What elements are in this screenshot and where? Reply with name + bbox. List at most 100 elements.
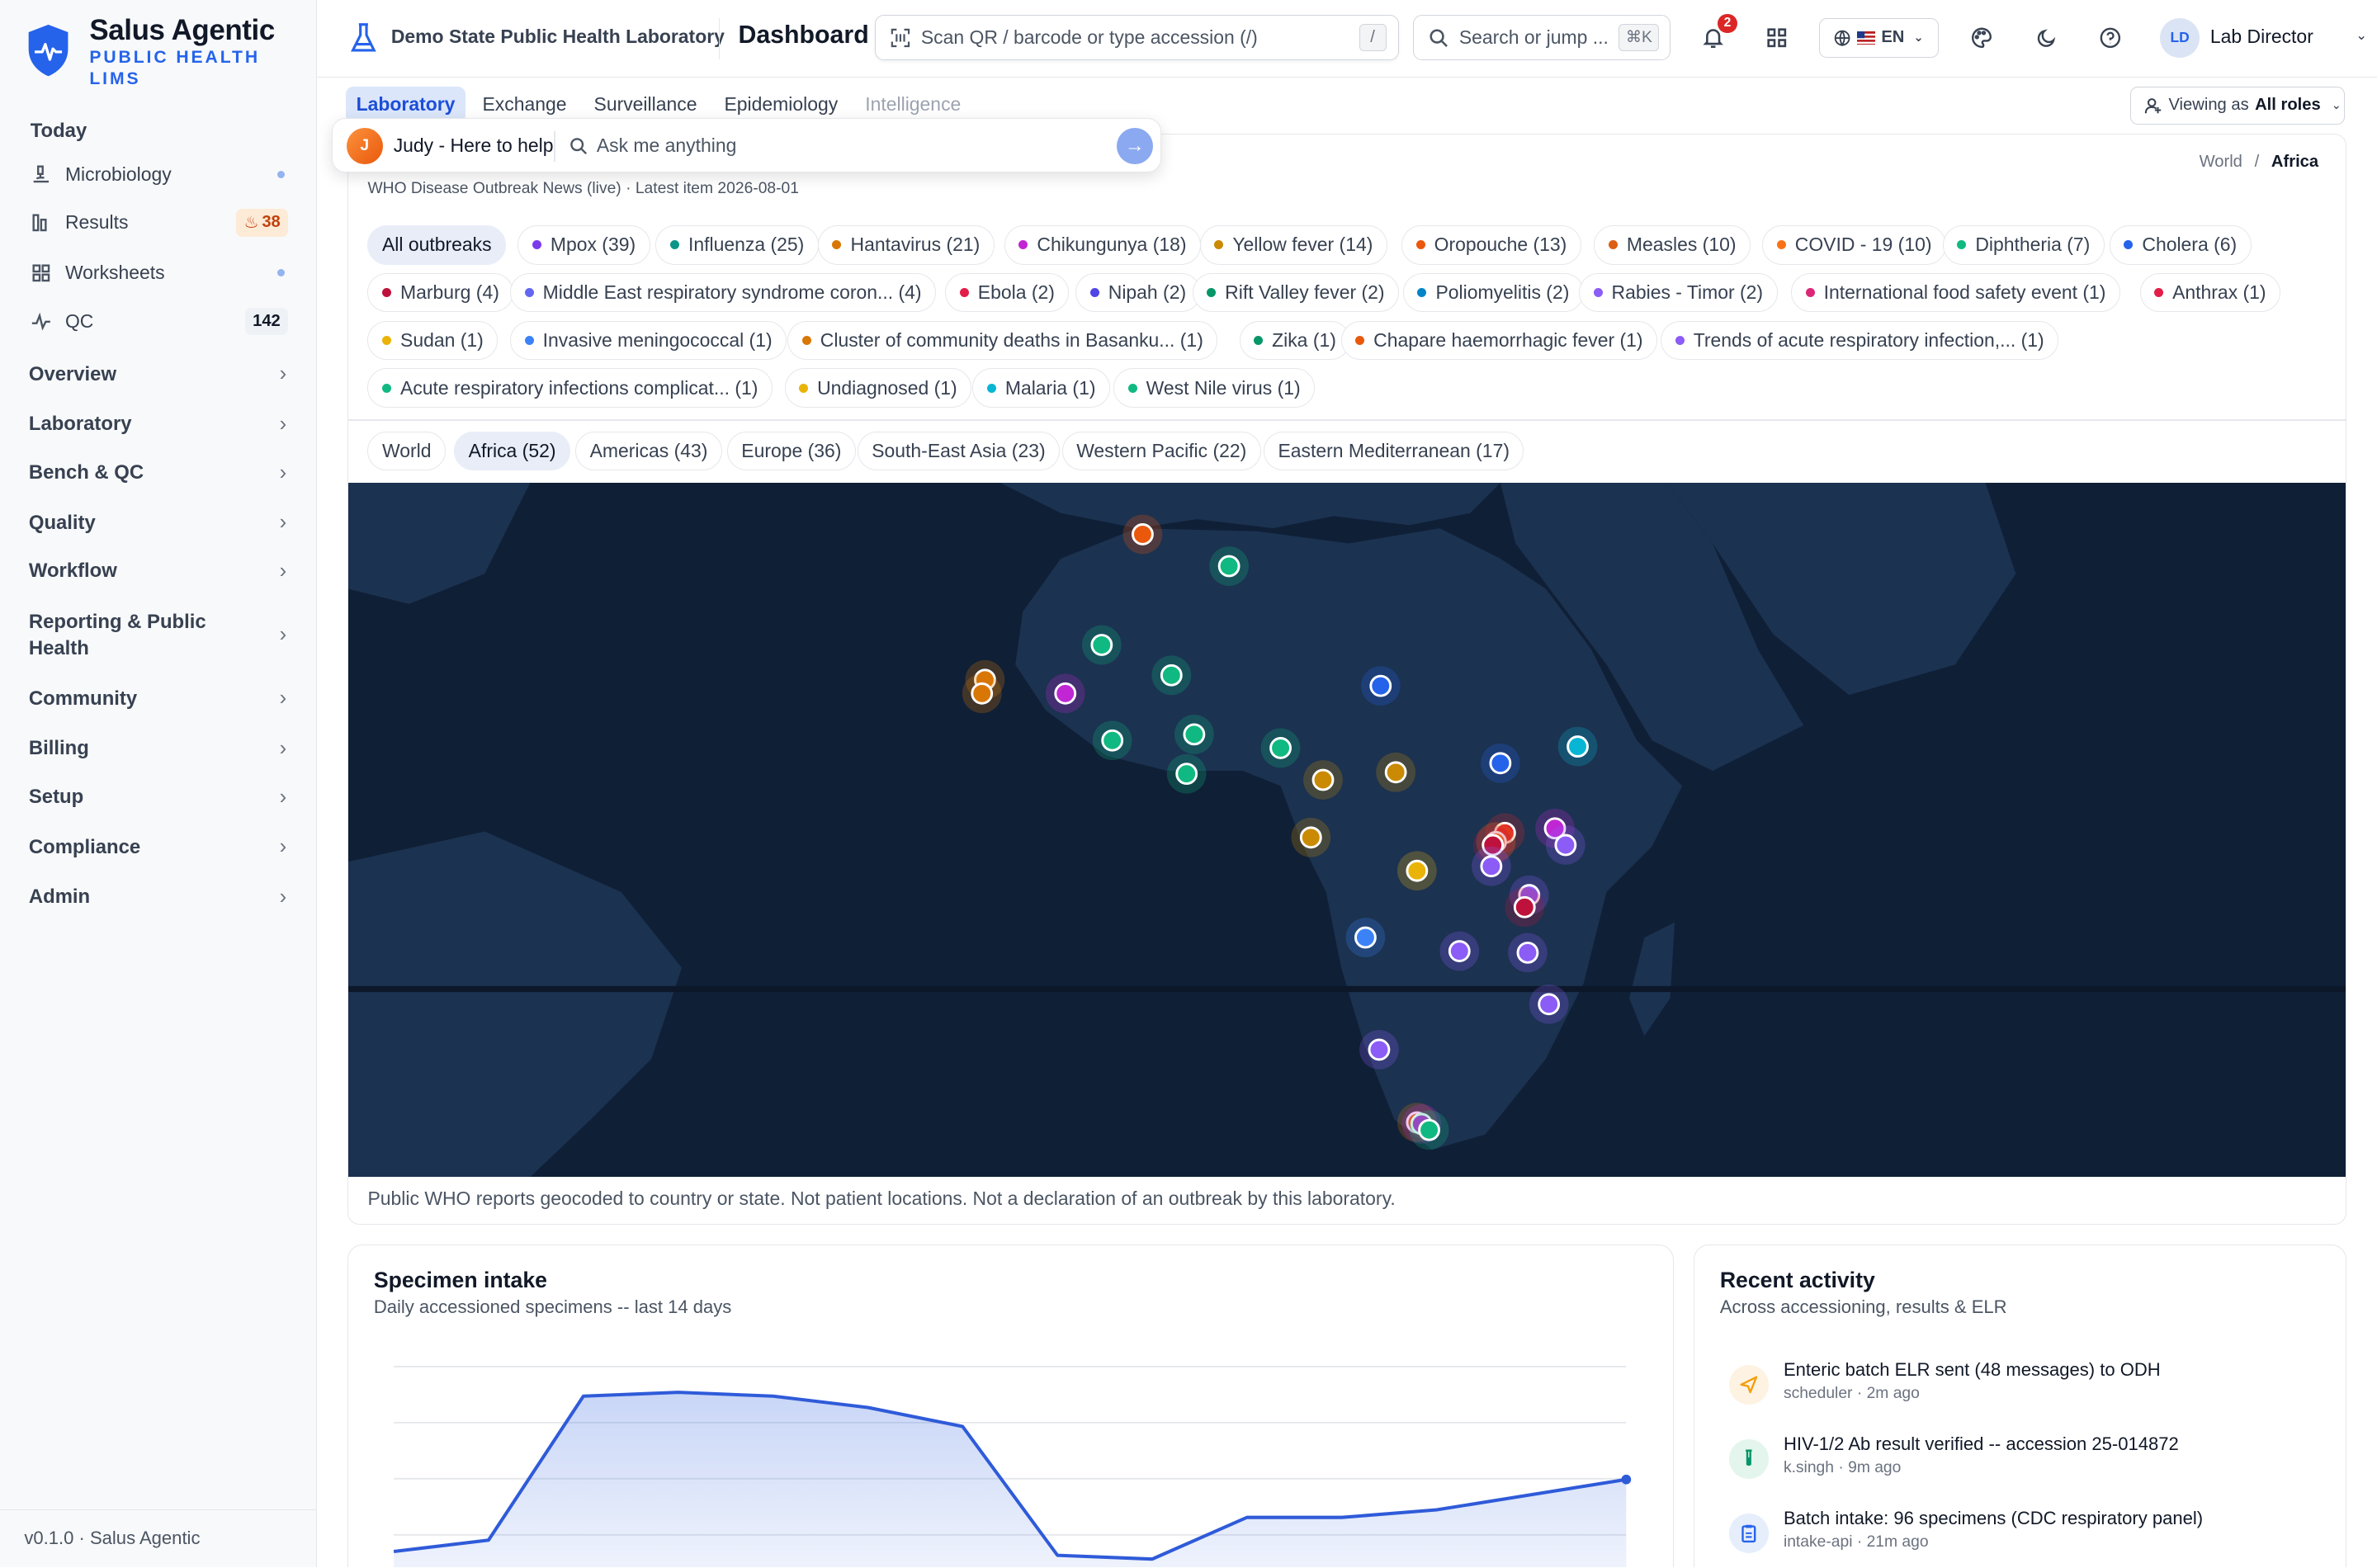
outbreak-marker[interactable] — [970, 682, 993, 705]
outbreak-marker[interactable] — [1489, 752, 1511, 775]
outbreak-marker[interactable] — [1053, 682, 1076, 705]
specimen-intake-chart[interactable] — [348, 1245, 1674, 1568]
chevron-down-icon[interactable]: ⌄ — [2356, 27, 2368, 44]
outbreak-marker[interactable] — [1543, 817, 1567, 840]
sidebar-group-quality[interactable]: Quality › — [29, 508, 286, 538]
disease-chip[interactable]: Acute respiratory infections complicat..… — [367, 368, 773, 409]
dark-mode-button[interactable] — [2028, 20, 2064, 56]
disease-chip[interactable]: Oropouche (13) — [1401, 224, 1581, 265]
disease-chip[interactable]: Chapare haemorrhagic fever (1) — [1340, 320, 1658, 361]
disease-chip[interactable]: Anthrax (1) — [2139, 272, 2281, 313]
outbreak-marker[interactable] — [1537, 993, 1560, 1016]
disease-chip[interactable]: Chikungunya (18) — [1004, 224, 1201, 265]
disease-chip[interactable]: Influenza (25) — [655, 224, 819, 265]
help-button[interactable] — [2092, 20, 2129, 56]
lab-name[interactable]: Demo State Public Health Laboratory — [390, 26, 725, 48]
disease-chip[interactable]: Yellow fever (14) — [1199, 224, 1387, 265]
region-chip[interactable]: Western Pacific (22) — [1061, 431, 1261, 471]
sidebar-group-setup[interactable]: Setup › — [29, 782, 286, 813]
outbreak-marker[interactable] — [1174, 763, 1198, 786]
outbreak-marker[interactable] — [1384, 761, 1407, 784]
disease-chip[interactable]: Sudan (1) — [367, 320, 499, 361]
outbreak-marker[interactable] — [1269, 737, 1292, 759]
disease-chip[interactable]: Measles (10) — [1594, 224, 1751, 265]
disease-chip[interactable]: Rift Valley fever (2) — [1192, 272, 1400, 313]
theme-palette-button[interactable] — [1964, 20, 2000, 56]
tab-laboratory[interactable]: Laboratory — [345, 86, 466, 123]
sidebar-group-laboratory[interactable]: Laboratory › — [29, 409, 286, 440]
user-avatar[interactable]: LD — [2160, 18, 2200, 58]
global-search-input[interactable]: Search or jump ... ⌘K — [1412, 15, 1671, 61]
disease-chip[interactable]: Nipah (2) — [1075, 272, 1201, 313]
outbreak-marker[interactable] — [1554, 834, 1576, 857]
tab-surveillance[interactable]: Surveillance — [593, 93, 697, 116]
send-arrow-icon[interactable]: → — [1116, 128, 1153, 165]
sidebar-group-compliance[interactable]: Compliance › — [29, 832, 286, 862]
outbreak-marker[interactable] — [1354, 926, 1377, 949]
outbreak-marker[interactable] — [1368, 1038, 1390, 1061]
disease-chip[interactable]: West Nile virus (1) — [1113, 368, 1316, 409]
outbreak-marker[interactable] — [1481, 834, 1504, 857]
apps-button[interactable] — [1759, 20, 1795, 56]
disease-chip[interactable]: All outbreaks — [367, 224, 507, 265]
user-menu-label[interactable]: Lab Director — [2209, 26, 2313, 48]
outbreak-marker[interactable] — [1516, 942, 1538, 964]
sidebar-group-admin[interactable]: Admin › — [29, 882, 286, 913]
region-chip[interactable]: South-East Asia (23) — [857, 431, 1061, 471]
sidebar-group-workflow[interactable]: Workflow › — [29, 556, 286, 587]
outbreak-map[interactable] — [347, 483, 2347, 1178]
disease-chip[interactable]: Diphtheria (7) — [1942, 224, 2105, 265]
outbreak-marker[interactable] — [1217, 555, 1240, 578]
disease-chip[interactable]: Marburg (4) — [367, 272, 514, 313]
outbreak-marker[interactable] — [1100, 729, 1123, 752]
viewing-as-selector[interactable]: Viewing as All roles ⌄ — [2129, 86, 2346, 125]
activity-item[interactable]: Batch intake: 96 specimens (CDC respirat… — [1728, 1508, 2336, 1567]
outbreak-marker[interactable] — [1513, 895, 1536, 919]
outbreak-marker[interactable] — [1299, 826, 1322, 849]
sidebar-group-billing[interactable]: Billing › — [29, 734, 286, 764]
outbreak-marker[interactable] — [1183, 723, 1205, 746]
disease-chip[interactable]: Zika (1) — [1239, 320, 1351, 361]
disease-chip[interactable]: Invasive meningococcal (1) — [510, 320, 787, 361]
scan-accession-input[interactable]: Scan QR / barcode or type accession (/) … — [874, 15, 1400, 61]
breadcrumb-world[interactable]: World — [2199, 152, 2242, 171]
outbreak-marker[interactable] — [1480, 855, 1502, 878]
disease-chip[interactable]: Rabies - Timor (2) — [1578, 272, 1778, 313]
disease-chip[interactable]: Poliomyelitis (2) — [1402, 272, 1584, 313]
region-chip[interactable]: Europe (36) — [726, 431, 856, 471]
assistant-input[interactable]: Ask me anything — [596, 134, 737, 156]
notifications-button[interactable] — [1694, 20, 1731, 56]
sidebar-item-results[interactable]: Results ♨ 38 — [31, 203, 288, 243]
outbreak-marker[interactable] — [1448, 940, 1471, 963]
disease-chip[interactable]: Cholera (6) — [2109, 224, 2252, 265]
assistant-popup[interactable]: J Judy - Here to help Ask me anything → — [332, 118, 1161, 173]
disease-chip[interactable]: Trends of acute respiratory infection,..… — [1661, 320, 2059, 361]
disease-chip[interactable]: Middle East respiratory syndrome coron..… — [510, 272, 937, 313]
tab-epidemiology[interactable]: Epidemiology — [724, 93, 839, 116]
outbreak-marker[interactable] — [1160, 664, 1183, 687]
disease-chip[interactable]: COVID - 19 (10) — [1762, 224, 1946, 265]
sidebar-item-qc[interactable]: QC 142 — [31, 302, 288, 342]
disease-chip[interactable]: Ebola (2) — [945, 272, 1070, 313]
region-chip[interactable]: Africa (52) — [454, 431, 570, 471]
activity-item[interactable]: HIV-1/2 Ab result verified -- accession … — [1728, 1433, 2336, 1494]
outbreak-marker[interactable] — [1406, 859, 1428, 882]
outbreak-marker[interactable] — [1090, 634, 1113, 656]
disease-chip[interactable]: Cluster of community deaths in Basanku..… — [787, 320, 1218, 361]
sidebar-item-worksheets[interactable]: Worksheets — [31, 253, 288, 293]
disease-chip[interactable]: Hantavirus (21) — [817, 224, 995, 265]
outbreak-marker[interactable] — [1566, 735, 1589, 758]
tab-exchange[interactable]: Exchange — [482, 93, 567, 116]
disease-chip[interactable]: International food safety event (1) — [1791, 272, 2120, 313]
sidebar-item-microbiology[interactable]: Microbiology — [31, 154, 288, 194]
sidebar-group-overview[interactable]: Overview › — [29, 359, 286, 390]
region-chip[interactable]: Eastern Mediterranean (17) — [1263, 431, 1524, 471]
activity-item[interactable]: Enteric batch ELR sent (48 messages) to … — [1728, 1359, 2336, 1419]
disease-chip[interactable]: Malaria (1) — [972, 368, 1110, 409]
sidebar-group-community[interactable]: Community › — [29, 683, 286, 714]
sidebar-group-reporting-public-health[interactable]: Reporting & Public Health › — [29, 608, 286, 663]
outbreak-marker[interactable] — [1368, 674, 1392, 697]
disease-chip[interactable]: Undiagnosed (1) — [784, 368, 972, 409]
outbreak-marker[interactable] — [1417, 1118, 1440, 1141]
region-chip[interactable]: Americas (43) — [575, 431, 722, 471]
